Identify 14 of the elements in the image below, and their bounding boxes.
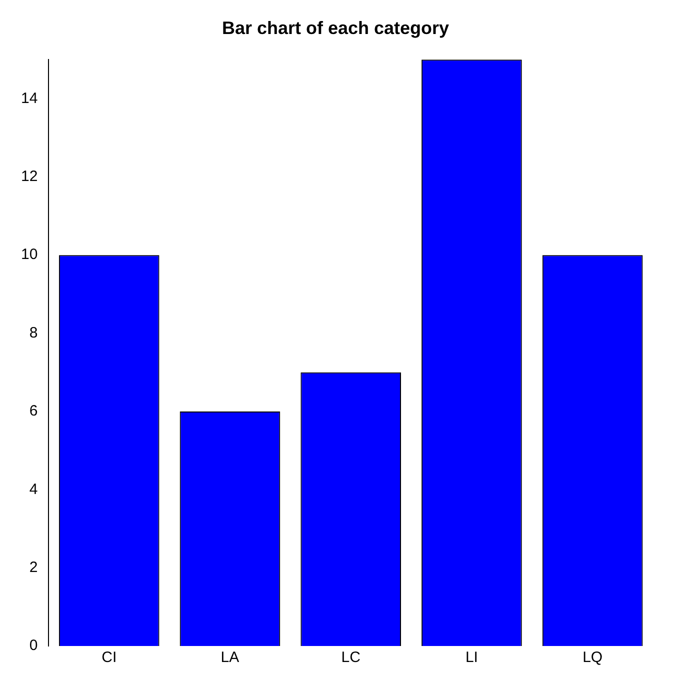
y-tick-label: 6 — [29, 402, 38, 420]
y-tick-label: 10 — [20, 246, 38, 264]
y-tick-label: 12 — [20, 168, 38, 186]
y-tick-label: 4 — [29, 480, 38, 498]
x-tick-label: CI — [102, 649, 117, 666]
x-tick-label: LI — [465, 649, 478, 666]
y-tick-label: 0 — [29, 637, 38, 654]
chart-title: Bar chart of each category — [222, 18, 450, 38]
y-tick-label: 8 — [29, 324, 38, 342]
x-tick-label: LQ — [582, 649, 603, 666]
y-tick-label: 2 — [29, 558, 38, 576]
y-tick-label: 14 — [20, 90, 38, 107]
x-tick-label: LC — [341, 649, 361, 666]
x-tick-label: LA — [220, 649, 240, 666]
